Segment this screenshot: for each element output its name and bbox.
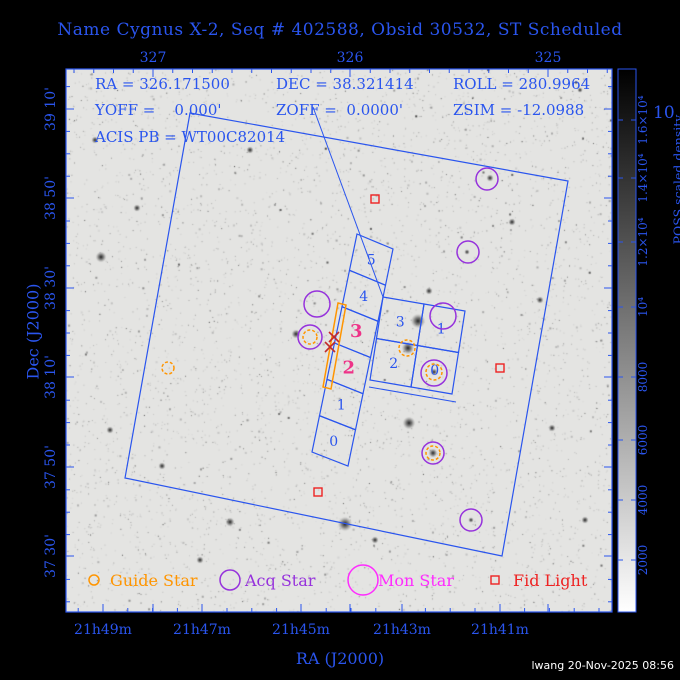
y-axis-tick-label: 37 50': [43, 445, 59, 489]
colorbar-tick-label: 1.2×10⁴: [636, 217, 650, 266]
colorbar-tick-label: 1.6×10⁴: [636, 95, 650, 144]
x-axis-bottom-tick-label: 21h43m: [373, 622, 431, 638]
y-axis-label: Dec (J2000): [23, 283, 43, 380]
right-axis-label-fragment: 10: [653, 103, 675, 123]
observation-info-text: ROLL = 280.9964: [453, 75, 591, 93]
observation-info-text: ZOFF = 0.0000': [276, 101, 404, 119]
x-axis-top-tick-label: 327: [140, 50, 167, 66]
colorbar-tick-label: 4000: [636, 485, 650, 516]
y-axis-tick-label: 38 10': [43, 355, 59, 399]
timestamp: lwang 20-Nov-2025 08:56: [531, 659, 674, 672]
colorbar-tick-label: 2000: [636, 545, 650, 576]
x-axis-top-tick-label: 326: [337, 50, 364, 66]
x-axis-top-tick-label: 325: [535, 50, 562, 66]
y-axis-tick-label: 38 30': [43, 266, 59, 310]
y-axis-tick-label: 39 10': [43, 87, 59, 131]
x-axis-bottom-tick-label: 21h41m: [471, 622, 529, 638]
colorbar-tick-label: 1.4×10⁴: [636, 153, 650, 202]
dss-starfield-image: [66, 69, 612, 612]
x-axis-bottom-tick-label: 21h47m: [173, 622, 231, 638]
observation-info-text: ACIS PB = WT00C82014: [95, 128, 286, 146]
x-axis-label: RA (J2000): [295, 649, 385, 668]
observation-info-text: ZSIM = -12.0988: [453, 101, 585, 119]
observation-info-text: DEC = 38.321414: [276, 75, 414, 93]
observation-info-text: YOFF = 0.000': [95, 101, 222, 119]
x-axis-bottom-tick-label: 21h45m: [272, 622, 330, 638]
y-axis-tick-label: 38 50': [43, 176, 59, 220]
x-axis-bottom-tick-label: 21h49m: [74, 622, 132, 638]
observation-info-text: RA = 326.171500: [95, 75, 230, 93]
y-axis-tick-label: 37 30': [43, 534, 59, 578]
colorbar-tick-label: 8000: [636, 362, 650, 393]
page-title: Name Cygnus X-2, Seq # 402588, Obsid 305…: [57, 20, 623, 40]
colorbar-tick-label: 10⁴: [636, 297, 650, 317]
colorbar: [617, 68, 637, 613]
colorbar-tick-label: 6000: [636, 425, 650, 456]
